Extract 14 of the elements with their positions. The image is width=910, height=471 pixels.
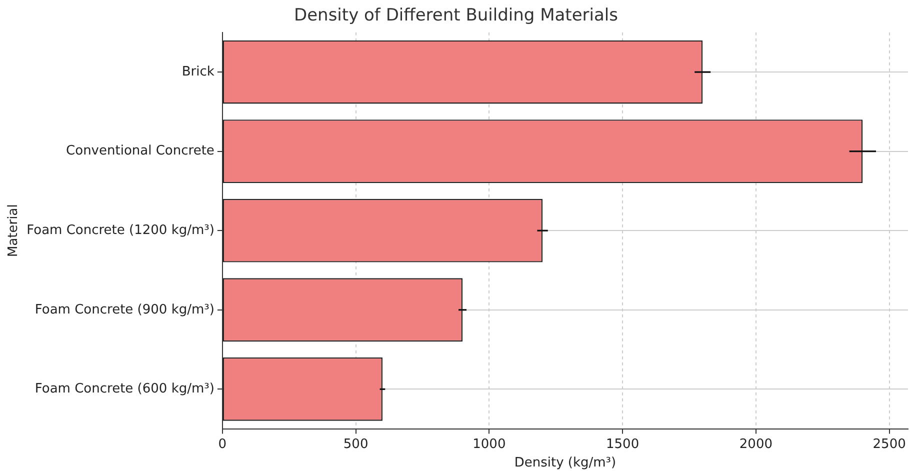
x-tick-label: 1000 [472,436,506,452]
x-tick-label: 2000 [739,436,772,452]
y-tick-label: Foam Concrete (1200 kg/m³) [26,222,214,238]
x-tick-label: 500 [343,436,368,452]
y-tick-label: Brick [182,64,215,80]
x-tick-label: 2500 [872,436,906,452]
x-axis-title: Density (kg/m³) [514,456,616,471]
y-tick-label: Foam Concrete (900 kg/m³) [34,302,214,318]
y-axis-title: Material [6,204,22,258]
y-tick-label: Conventional Concrete [66,144,214,159]
x-tick-label: 0 [218,436,227,452]
x-tick-label: 1500 [606,436,640,452]
chart-title: Density of Different Building Materials [294,6,618,26]
y-tick-label: Foam Concrete (600 kg/m³) [34,382,214,397]
